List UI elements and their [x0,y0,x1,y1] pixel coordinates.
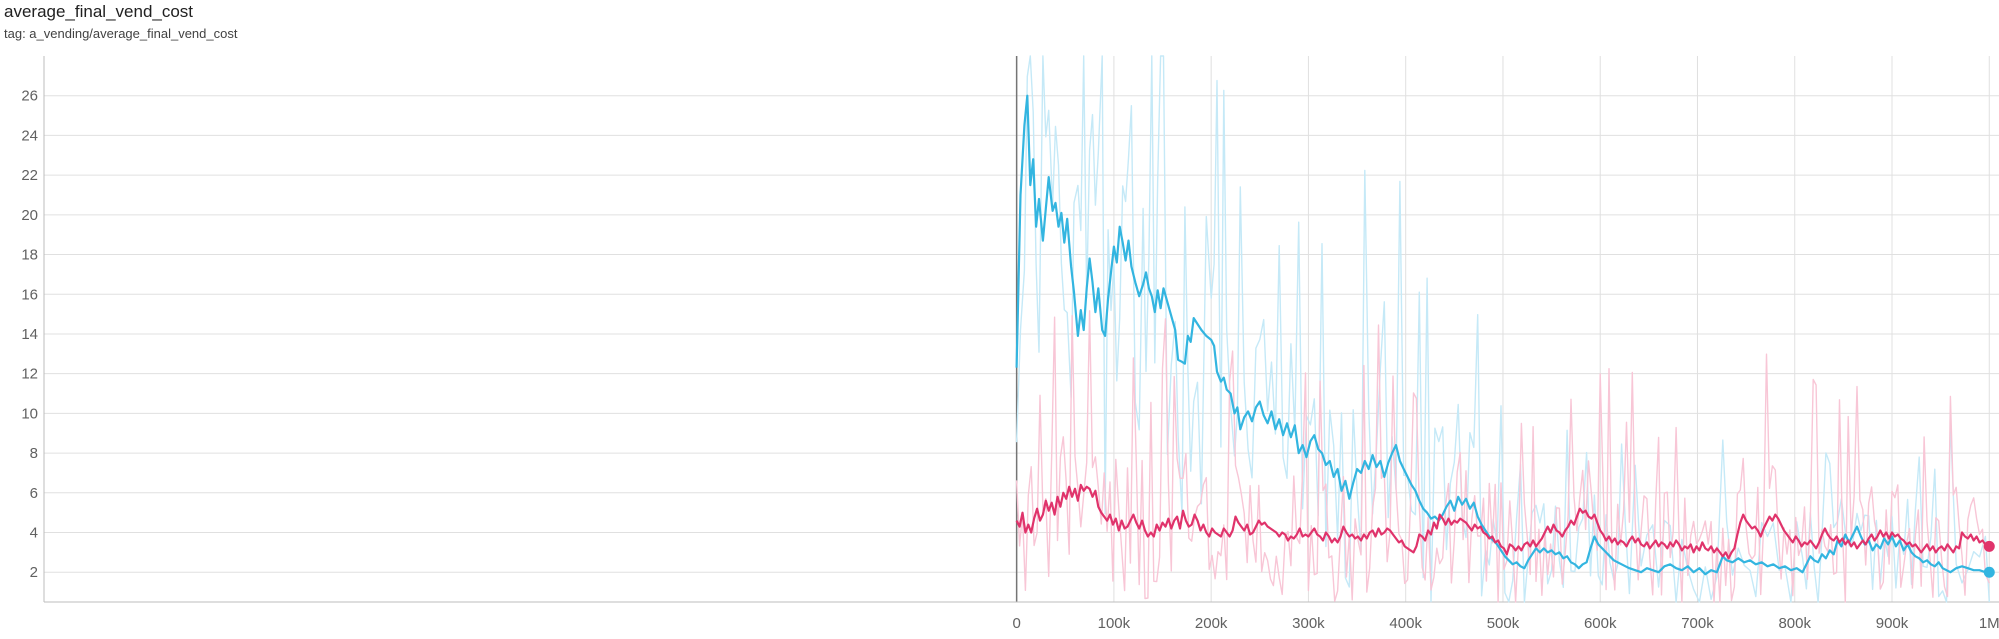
y-tick-label: 6 [30,485,38,502]
x-tick-label: 700k [1681,615,1714,632]
y-tick-label: 18 [21,247,38,264]
x-tick-label: 600k [1584,615,1617,632]
y-tick-label: 12 [21,366,38,383]
y-tick-label: 8 [30,445,38,462]
x-tick-label: 400k [1389,615,1422,632]
x-tick-label: 900k [1876,615,1909,632]
y-tick-label: 24 [21,127,38,144]
x-tick-label: 300k [1292,615,1325,632]
y-tick-label: 10 [21,405,38,422]
y-tick-label: 22 [21,167,38,184]
series [1015,94,1995,578]
y-tick-label: 16 [21,286,38,303]
x-tick-label: 100k [1098,615,1131,632]
series-end-point [1983,540,1995,552]
y-tick-label: 4 [30,525,38,542]
x-tick-label: 200k [1195,615,1228,632]
y-tick-label: 2 [30,564,38,581]
chart-tag: tag: a_vending/average_final_vend_cost [4,26,238,41]
y-tick-label: 20 [21,207,38,224]
x-tick-label: 500k [1487,615,1520,632]
chart-title: average_final_vend_cost [4,2,194,21]
series-line [1015,483,1990,560]
series-end-point [1983,566,1995,578]
x-tick-label: 0 [1012,615,1020,632]
series-line [1015,94,1990,576]
y-tick-label: 14 [21,326,38,343]
raw-series [1015,55,1990,603]
x-tick-label: 800k [1778,615,1811,632]
raw-series-line [1015,310,1990,603]
raw-series-line [1015,55,1990,603]
x-tick-label: 1M [1979,615,1999,632]
y-tick-label: 26 [21,88,38,105]
